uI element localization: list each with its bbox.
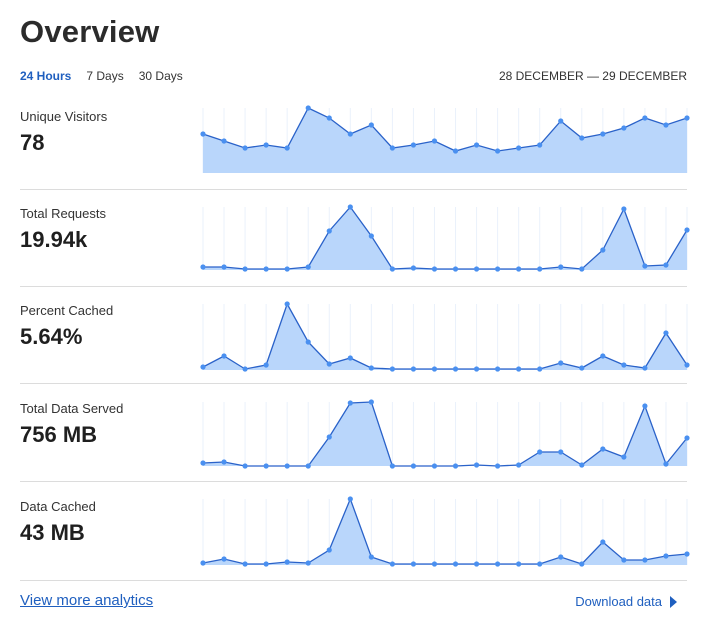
metric-label: Percent Cached	[20, 303, 114, 318]
divider	[20, 383, 687, 384]
metric-row-total-data-served: Total Data Served 756 MB	[20, 385, 687, 482]
metric-label: Total Requests	[20, 206, 106, 221]
metric-row-data-cached: Data Cached 43 MB	[20, 483, 687, 580]
tab-30-days[interactable]: 30 Days	[138, 69, 183, 83]
divider	[20, 481, 687, 482]
sparkline-data-cached	[200, 496, 690, 567]
metric-value: 19.94k	[20, 227, 88, 252]
metric-label: Unique Visitors	[20, 109, 108, 124]
metric-value: 43 MB	[20, 520, 85, 545]
metric-label: Data Cached	[20, 499, 96, 514]
date-range: 28 DECEMBER — 29 DECEMBER	[498, 69, 687, 83]
metric-value: 756 MB	[20, 422, 98, 447]
divider	[20, 189, 687, 190]
footer-divider	[20, 580, 687, 581]
metric-row-total-requests: Total Requests 19.94k	[20, 190, 687, 287]
view-more-analytics-link[interactable]: View more analytics	[20, 592, 154, 609]
metric-label: Total Data Served	[20, 401, 124, 416]
sparkline-unique-visitors	[200, 105, 690, 173]
metric-value: 78	[20, 130, 45, 155]
triangle-right-icon	[670, 595, 677, 608]
page-title: Overview	[20, 14, 160, 49]
tab-24-hours[interactable]: 24 Hours	[20, 69, 72, 83]
sparkline-total-data-served	[200, 399, 690, 469]
time-range-tabs: 24 Hours 7 Days 30 Days	[20, 69, 183, 83]
tab-7-days[interactable]: 7 Days	[86, 69, 124, 83]
metric-row-percent-cached: Percent Cached 5.64%	[20, 287, 687, 384]
metric-value: 5.64%	[20, 324, 83, 349]
metric-row-unique-visitors: Unique Visitors 78	[20, 93, 687, 190]
download-data-button[interactable]: Download data	[575, 594, 677, 609]
sparkline-total-requests	[200, 204, 690, 272]
sparkline-percent-cached	[200, 301, 690, 372]
download-data-label: Download data	[575, 594, 662, 609]
divider	[20, 286, 687, 287]
